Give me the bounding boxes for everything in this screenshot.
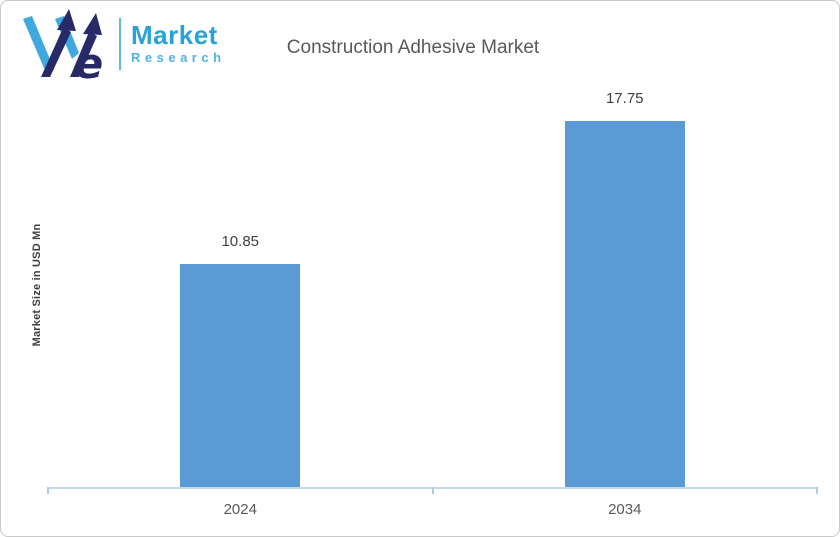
x-axis-tick: [432, 487, 434, 494]
logo-divider: [119, 18, 121, 70]
logo-arrow: [70, 32, 97, 77]
logo-lightblue-stroke: [23, 16, 54, 75]
x-axis-tick-label-2034: 2034: [608, 501, 642, 518]
x-axis-tick-label-2024: 2024: [223, 501, 257, 518]
bar-2034: [564, 121, 685, 488]
bar-value-label-2024: 10.85: [221, 233, 260, 250]
logo-arrowhead: [83, 13, 102, 35]
brand-name-market: Market: [131, 20, 218, 50]
logo-wordmark: Market Research: [131, 21, 226, 67]
bar-value-label-2034: 17.75: [605, 90, 644, 107]
bar-2024: [180, 264, 301, 488]
brand-name-research: Research: [131, 50, 226, 65]
logo-arrowhead: [57, 9, 76, 31]
x-axis-tick: [47, 487, 49, 494]
logo-e-glyph: e: [75, 39, 104, 81]
chart-title: Construction Adhesive Market: [286, 37, 540, 58]
logo-arrow: [41, 28, 71, 77]
we-arrows-logo-icon: e: [23, 9, 104, 81]
brand-logo: e Market Research: [21, 7, 226, 81]
y-axis-title: Market Size in USD Mn: [31, 223, 43, 347]
x-axis-tick: [816, 487, 818, 494]
